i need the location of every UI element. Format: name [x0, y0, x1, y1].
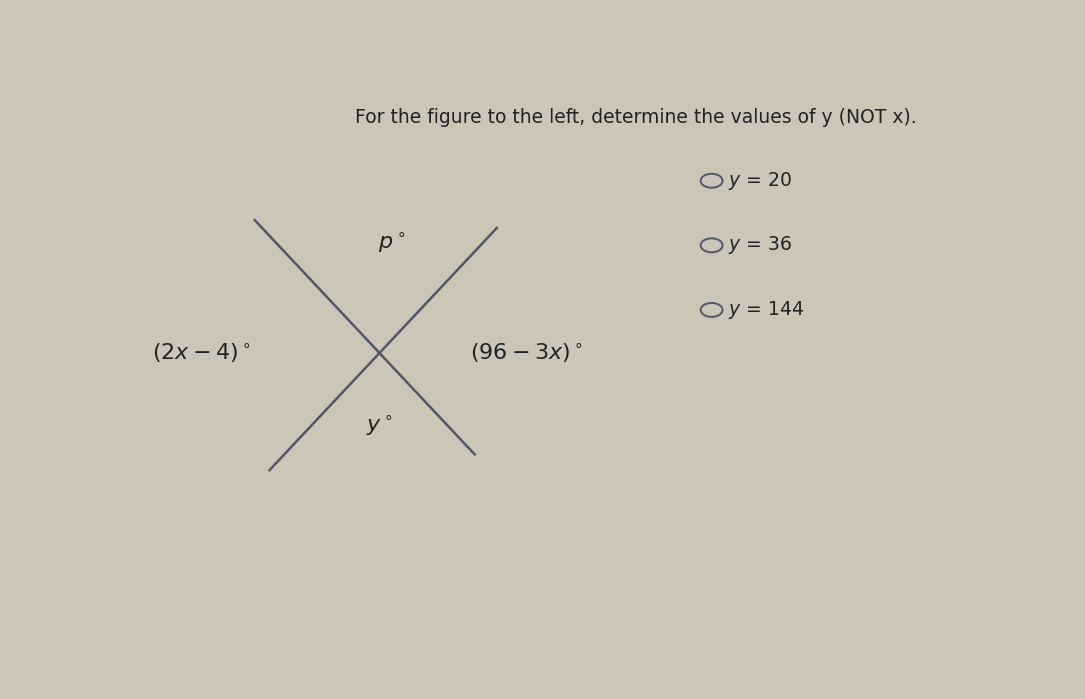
Text: $p^\circ$: $p^\circ$: [379, 230, 406, 255]
Text: $y$ = 144: $y$ = 144: [728, 299, 804, 321]
Text: $(96-3x)^\circ$: $(96-3x)^\circ$: [470, 341, 583, 365]
Text: $y$ = 20: $y$ = 20: [728, 170, 792, 192]
Text: $y$ = 36: $y$ = 36: [728, 234, 792, 257]
Text: $(2x-4)^\circ$: $(2x-4)^\circ$: [152, 341, 251, 365]
Text: $y^\circ$: $y^\circ$: [366, 413, 393, 438]
Text: For the figure to the left, determine the values of y (NOT x).: For the figure to the left, determine th…: [355, 108, 917, 127]
